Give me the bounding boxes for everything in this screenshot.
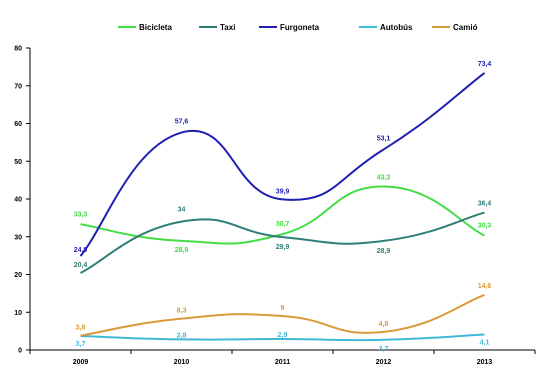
legend-label-furgoneta: Furgoneta [280,23,320,32]
x-tick-label: 2011 [275,359,290,366]
series-line-autob-s [80,333,485,342]
data-label-bicicleta: 30,3 [478,223,492,230]
data-labels: 33,3 28,9 30,7 43,3 30,3 20,4 34 29,9 28,9 36,4 24… [74,61,492,353]
data-label-bicicleta: 30,7 [276,221,290,228]
series-line-taxi [80,211,485,274]
y-tick-label: 30 [14,234,22,241]
data-label-bicicleta: 43,3 [377,175,391,182]
data-label-autob-s: 2,7 [379,346,389,353]
data-label-taxi: 34 [178,207,186,214]
x-tick-label: 2012 [376,359,392,366]
data-label-furgoneta: 24,9 [74,247,88,254]
data-label-cami-: 4,8 [379,321,389,328]
legend: Bicicleta Taxi Furgoneta Autobús Camió [118,23,478,32]
y-tick-label: 60 [14,121,22,128]
y-tick-label: 40 [14,197,22,204]
data-label-taxi: 28,9 [377,248,391,255]
data-label-autob-s: 2,9 [278,332,288,339]
data-label-cami-: 9 [281,305,285,312]
data-label-taxi: 36,4 [478,201,492,208]
series-line-cami- [80,293,485,337]
data-label-autob-s: 3,7 [76,341,86,348]
x-tick-label: 2010 [174,359,190,366]
y-tick-label: 0 [18,348,22,355]
data-label-cami-: 8,3 [177,308,187,315]
legend-label-autob-s: Autobús [380,23,413,32]
y-tick-label: 10 [14,310,22,317]
data-label-furgoneta: 57,6 [175,119,189,126]
y-tick-label: 80 [14,46,22,53]
legend-label-taxi: Taxi [220,23,235,32]
data-label-cami-: 3,8 [76,325,86,332]
data-label-bicicleta: 33,3 [74,211,88,218]
series-line-bicicleta [80,185,485,245]
series-line-furgoneta [79,72,486,257]
y-tick-label: 70 [14,83,22,90]
data-label-autob-s: 4,1 [480,340,490,347]
data-label-furgoneta: 39,9 [276,188,290,195]
x-axis: 2009 2010 2011 2012 2013 [29,349,536,366]
data-label-taxi: 29,9 [276,244,290,251]
data-label-bicicleta: 28,9 [175,247,189,254]
series-lines [79,72,486,342]
data-label-autob-s: 2,8 [177,332,187,339]
data-label-furgoneta: 53,1 [377,136,391,143]
data-label-taxi: 20,4 [74,262,88,269]
data-label-cami-: 14,6 [478,283,492,290]
y-tick-label: 20 [14,272,22,279]
legend-label-cami-: Camió [453,23,478,32]
x-tick-label: 2013 [477,359,493,366]
legend-label-bicicleta: Bicicleta [139,23,172,32]
y-axis: 0 10 20 30 40 50 60 70 80 [14,46,31,355]
x-tick-label: 2009 [73,359,89,366]
data-label-furgoneta: 73,4 [478,61,492,68]
y-tick-label: 50 [14,159,22,166]
